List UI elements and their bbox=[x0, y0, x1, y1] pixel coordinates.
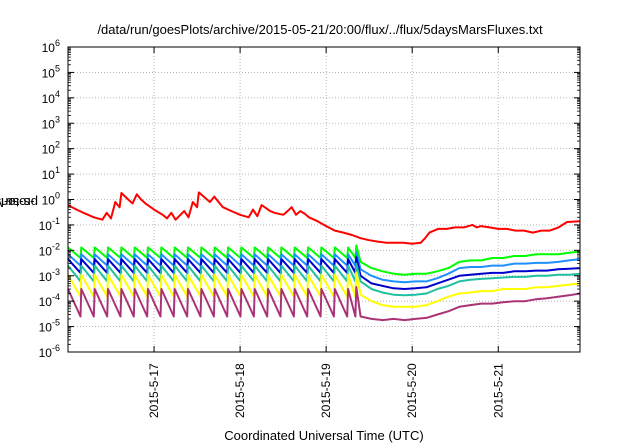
series-line-4 bbox=[67, 262, 581, 297]
y-tick-label: 10-6 bbox=[39, 343, 60, 360]
series-line-0 bbox=[67, 191, 581, 245]
y-tick-label: 10-2 bbox=[39, 241, 60, 258]
axis-ticks: 10-6 10-5 10-4 10-3 10-2 10-1 100 101 102 103 104 1… bbox=[39, 38, 580, 418]
series-line-1 bbox=[67, 244, 581, 276]
x-tick-label: 2015-5-21 bbox=[491, 363, 505, 418]
x-axis-label: Coordinated Universal Time (UTC) bbox=[224, 428, 424, 443]
y-tick-label: 10-5 bbox=[39, 318, 60, 335]
y-tick-label: 10-3 bbox=[39, 267, 60, 284]
x-tick-label: 2015-5-17 bbox=[147, 363, 161, 418]
grid-lines bbox=[68, 47, 580, 352]
y-tick-label: 102 bbox=[42, 140, 60, 157]
x-tick-label: 2015-5-18 bbox=[233, 363, 247, 418]
y-tick-label: 10-1 bbox=[39, 216, 60, 233]
y-tick-label: 10-4 bbox=[39, 292, 60, 309]
y-tick-label: 100 bbox=[42, 191, 60, 208]
y-tick-label: 101 bbox=[42, 165, 60, 182]
y-tick-label: 105 bbox=[42, 63, 60, 80]
series-line-5 bbox=[67, 271, 581, 308]
chart-title: /data/run/goesPlots/archive/2015-05-21/2… bbox=[97, 22, 543, 37]
y-tick-label: 106 bbox=[42, 38, 60, 55]
y-tick-label: 104 bbox=[42, 89, 60, 106]
x-tick-label: 2015-5-19 bbox=[319, 363, 333, 418]
series-line-2 bbox=[67, 251, 581, 284]
series-line-6 bbox=[67, 286, 581, 322]
x-tick-label: 2015-5-20 bbox=[405, 363, 419, 418]
series-lines bbox=[67, 191, 581, 322]
series-line-3 bbox=[67, 256, 581, 290]
y-tick-label: 103 bbox=[42, 114, 60, 131]
